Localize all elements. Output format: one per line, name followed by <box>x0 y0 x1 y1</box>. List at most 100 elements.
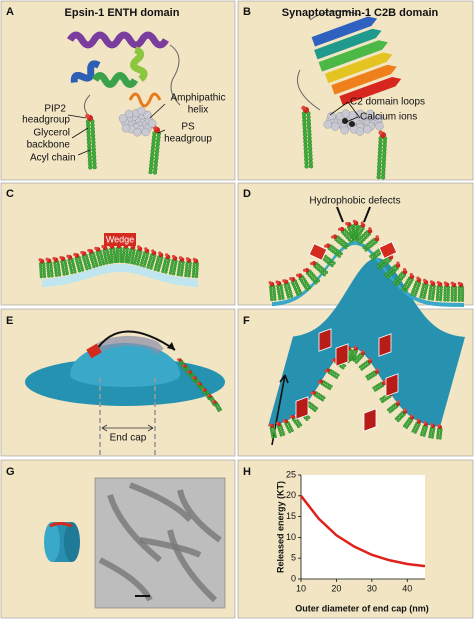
acyl-bead <box>346 243 350 247</box>
lipid <box>317 379 333 391</box>
acyl-bead <box>156 138 161 143</box>
acyl-bead <box>352 359 356 362</box>
acyl-bead <box>306 114 311 120</box>
acyl-bead <box>379 397 383 401</box>
headgroup <box>87 248 91 253</box>
y-tick-label: 25 <box>286 469 296 479</box>
acyl-bead <box>86 137 91 142</box>
acyl-bead <box>405 426 409 429</box>
headgroup <box>185 257 190 261</box>
headgroup <box>360 221 364 225</box>
protein-surface <box>375 122 384 131</box>
dimension-arrow <box>101 424 154 432</box>
lipid <box>87 248 99 269</box>
acyl-bead <box>381 168 386 173</box>
acyl-bead <box>154 156 159 161</box>
protein-surface <box>143 110 152 120</box>
acyl-bead <box>302 129 307 134</box>
acyl-bead <box>270 298 274 302</box>
acyl-bead <box>50 274 54 278</box>
protein-surface <box>137 106 146 116</box>
acyl-bead <box>191 274 195 278</box>
lipid <box>372 379 386 392</box>
acyl-bead <box>322 273 326 277</box>
acyl-bead <box>453 298 457 302</box>
acyl-bead <box>382 143 387 148</box>
lipid <box>296 273 312 292</box>
lipid <box>126 243 136 265</box>
acyl-bead <box>364 248 368 252</box>
acyl-bead <box>90 129 96 135</box>
acyl-bead <box>303 139 308 144</box>
acyl-bead <box>306 118 311 123</box>
headgroup <box>178 256 183 260</box>
data-line <box>300 495 426 568</box>
lipid <box>94 246 106 267</box>
label: PIP2 <box>44 104 66 115</box>
headgroup <box>361 349 365 353</box>
acyl-bead <box>299 291 303 295</box>
acyl-bead <box>315 406 319 410</box>
acyl-bead <box>150 145 156 150</box>
label: headgroup <box>164 134 212 145</box>
wedge <box>378 333 392 357</box>
plot-area <box>301 475 425 579</box>
protein-surface <box>366 109 375 119</box>
lipid <box>427 280 436 301</box>
acyl-bead <box>307 416 311 419</box>
acyl-bead <box>92 265 96 269</box>
acyl-bead <box>73 270 77 274</box>
lipid <box>45 257 54 278</box>
calcium-ion <box>342 118 348 124</box>
acyl-bead <box>184 273 188 278</box>
x-tick-label: 40 <box>402 583 412 593</box>
lipid <box>310 261 329 277</box>
acyl-bead <box>194 274 199 279</box>
lipid <box>184 257 192 278</box>
panel-letter: E <box>6 315 13 327</box>
acyl-bead <box>176 272 180 277</box>
panel-letter: G <box>6 466 15 478</box>
acyl-bead <box>438 436 442 440</box>
acyl-bead <box>401 287 405 291</box>
acyl-bead <box>146 265 150 269</box>
acyl-bead <box>419 295 423 299</box>
label: C2 domain loops <box>350 97 425 108</box>
wedge <box>385 373 399 397</box>
acyl-bead <box>149 266 153 270</box>
headgroup <box>375 235 379 239</box>
acyl-bead <box>98 263 103 267</box>
acyl-bead <box>438 298 443 302</box>
headgroup <box>94 246 98 250</box>
lipid <box>59 255 69 276</box>
acyl-bead <box>153 166 158 172</box>
headgroup <box>396 400 400 404</box>
acyl-bead <box>92 158 97 163</box>
label: Wedge <box>106 234 134 244</box>
acyl-bead <box>422 434 426 437</box>
acyl-bead <box>335 376 339 379</box>
acyl-bead <box>62 272 66 276</box>
acyl-bead <box>150 148 155 154</box>
energy-chart: 0 5 10 15 20 25 10 20 30 40 <box>286 469 426 593</box>
acyl-bead <box>380 175 386 180</box>
acyl-bead <box>376 171 381 176</box>
acyl-bead <box>281 296 285 300</box>
lipid <box>365 368 379 381</box>
lipid <box>443 281 451 302</box>
headgroup <box>303 268 307 272</box>
acyl-bead <box>306 121 312 127</box>
lipid <box>376 130 388 180</box>
acyl-bead <box>377 153 382 159</box>
acyl-bead <box>303 153 309 158</box>
headgroup <box>423 421 427 425</box>
headgroup <box>368 227 372 231</box>
panel-title: Synaptotagmin-1 C2B domain <box>282 7 439 19</box>
acyl-bead <box>110 260 114 264</box>
acyl-bead <box>139 263 143 267</box>
lipid <box>376 253 394 270</box>
arrowhead <box>167 342 175 350</box>
headgroup <box>101 244 105 249</box>
lipid <box>80 250 92 271</box>
